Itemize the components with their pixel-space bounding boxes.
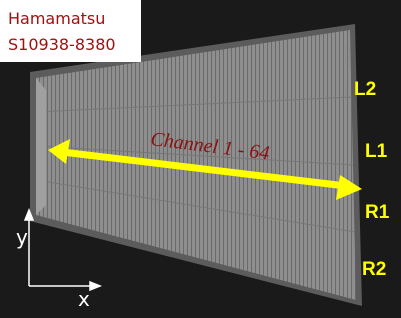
page: {"label_box": {"lines": ["Hamamatsu", "S… xyxy=(0,0,401,318)
x-axis-label: x xyxy=(78,287,90,311)
sensor-edge xyxy=(36,78,46,215)
strip-label: R2 xyxy=(362,259,386,280)
strip-label: L2 xyxy=(354,79,376,100)
label-line: Hamamatsu xyxy=(8,9,105,28)
y-axis-label: y xyxy=(16,225,28,249)
strip-label: R1 xyxy=(365,202,390,223)
label-line: S10938-8380 xyxy=(8,35,116,54)
page-body: Hamamatsu S10938-8380 Channel 1 - 64 L2 … xyxy=(0,0,401,318)
annotated-photo: Hamamatsu S10938-8380 Channel 1 - 64 L2 … xyxy=(0,0,401,318)
strip-label: L1 xyxy=(365,141,388,162)
